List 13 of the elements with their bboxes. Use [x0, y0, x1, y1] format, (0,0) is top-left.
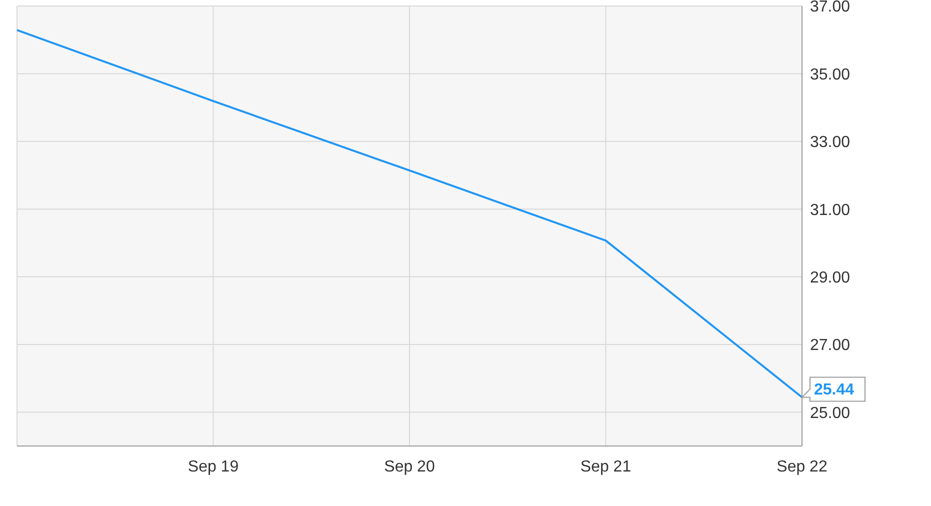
- line-series: [16, 29, 803, 398]
- y-tick-label: 31.00: [810, 202, 850, 219]
- y-tick-label: 37.00: [810, 0, 850, 16]
- x-tick-label: Sep 21: [580, 458, 632, 476]
- y-tick-label: 27.00: [810, 337, 850, 354]
- y-tick-label: 29.00: [810, 269, 850, 286]
- y-tick-label: 35.00: [810, 66, 850, 84]
- x-tick-label: Sep 22: [776, 458, 828, 476]
- data-label: 25.44: [814, 381, 854, 398]
- y-tick-label: 33.00: [810, 134, 850, 152]
- x-tick-label: Sep 19: [188, 458, 239, 476]
- x-tick-label: Sep 20: [384, 458, 435, 476]
- y-tick-label: 25.00: [810, 404, 850, 422]
